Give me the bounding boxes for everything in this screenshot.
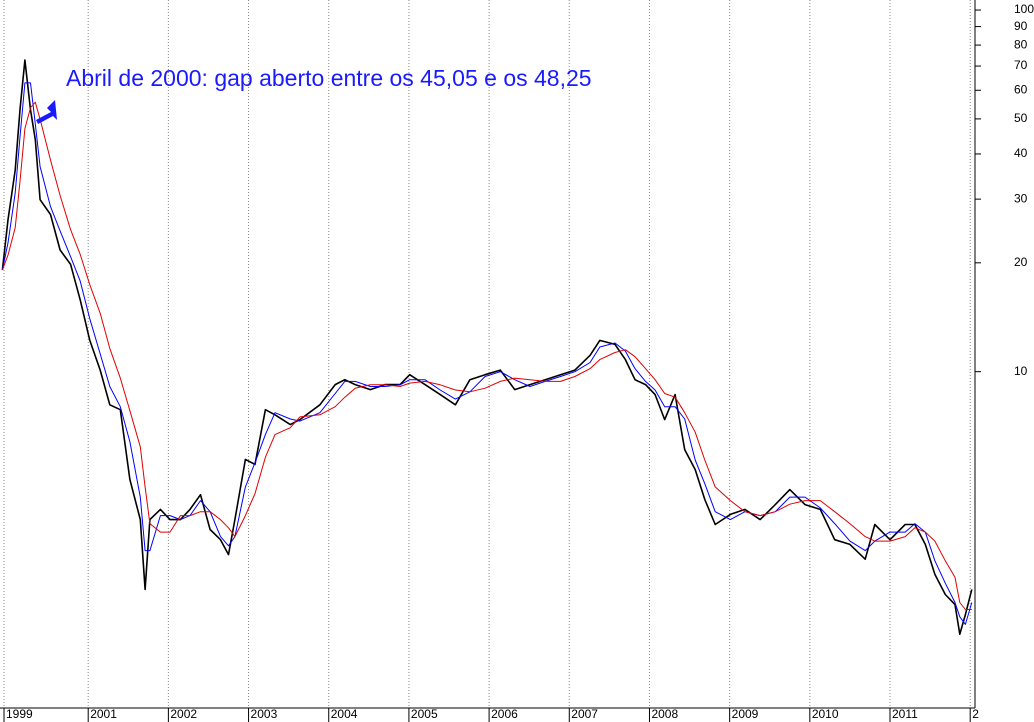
x-tick-label: 2009 [732,707,759,721]
x-tick-label: 1999 [6,707,33,721]
y-tick-label: 30 [1014,191,1028,205]
y-tick-label: 50 [1014,111,1028,125]
x-tick-label: 2 [972,707,979,721]
x-tick-label: 2003 [251,707,278,721]
annotation-arrow [36,100,57,124]
y-tick-label: 40 [1014,146,1028,160]
y-tick-label: 10 [1014,364,1028,378]
x-tick-label: 2008 [651,707,678,721]
x-tick-label: 2006 [491,707,518,721]
x-tick-label: 2010 [812,707,839,721]
x-tick-label: 2004 [331,707,358,721]
x-tick-label: 2002 [170,707,197,721]
y-tick-label: 70 [1014,58,1028,72]
series-line [1,101,972,610]
plot-area [1,0,973,708]
y-tick-label: 100 [1014,2,1034,16]
x-tick-label: 2007 [571,707,598,721]
y-tick-label: 60 [1014,82,1028,96]
x-tick-label: 2005 [411,707,438,721]
y-tick-label: 20 [1014,255,1028,269]
series-line [1,82,973,625]
series-line [1,59,973,635]
x-tick-label: 2001 [90,707,117,721]
annotation: Abril de 2000: gap aberto entre os 45,05… [66,65,592,91]
x-tick-label: 2011 [892,707,918,721]
y-tick-label: 80 [1014,37,1028,51]
y-tick-label: 90 [1014,19,1028,33]
